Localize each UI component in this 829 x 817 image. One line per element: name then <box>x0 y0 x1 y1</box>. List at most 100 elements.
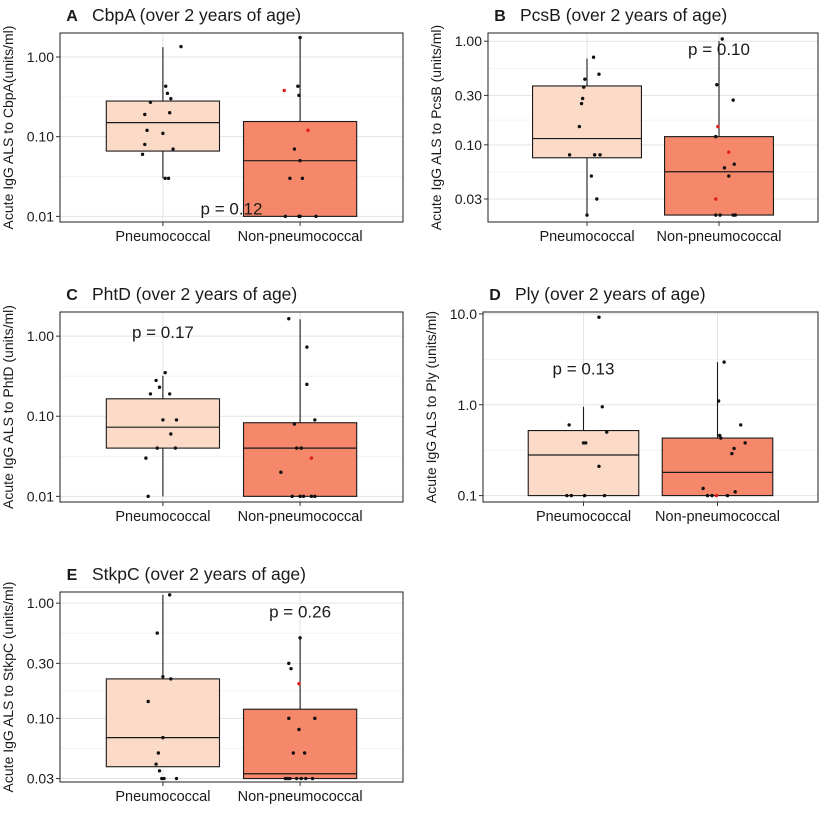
data-point <box>718 433 722 438</box>
y-axis-label: Acute IgG ALS to PhtD (units/ml) <box>0 305 16 509</box>
data-point <box>283 214 288 219</box>
data-point <box>589 174 594 178</box>
data-point <box>718 213 722 217</box>
panel-c: 0.01 0.10 1.00 Pneumococcal Non-pneumococcal… <box>0 284 404 525</box>
box-non-pneumococcal <box>661 437 774 497</box>
data-point <box>165 91 170 96</box>
data-point <box>732 162 736 166</box>
data-point <box>295 776 299 781</box>
box-non-pneumococcal <box>663 136 774 216</box>
chart-title: PhtD (over 2 years of age) <box>92 284 297 304</box>
data-point <box>710 493 714 498</box>
data-point <box>161 418 165 422</box>
box-non-pneumococcal <box>242 120 358 217</box>
data-point <box>167 110 172 115</box>
data-point <box>733 490 737 494</box>
data-point <box>157 769 162 773</box>
data-point <box>714 134 718 139</box>
y-axis-label: Acute IgG ALS to StkpC (units/ml) <box>0 582 16 793</box>
panel-border <box>59 311 404 503</box>
data-point <box>739 423 743 427</box>
y-tick-label: 1.00 <box>455 33 482 49</box>
data-point <box>584 441 588 445</box>
panel-e: 0.03 0.10 0.30 1.00 Pneumococcal Non-pneumoco… <box>0 564 404 805</box>
data-point <box>605 430 609 434</box>
data-point <box>157 385 162 389</box>
data-point <box>162 776 166 781</box>
data-point <box>722 166 727 170</box>
data-point <box>298 494 302 499</box>
data-point <box>146 699 150 704</box>
data-point <box>579 101 584 106</box>
data-point <box>161 674 165 679</box>
panel-border <box>59 591 404 783</box>
data-point <box>169 96 173 101</box>
data-point <box>156 751 161 755</box>
data-point <box>567 423 571 427</box>
data-point <box>148 392 153 396</box>
data-point <box>585 213 589 217</box>
p-value-annotation: p = 0.17 <box>132 323 194 342</box>
data-point <box>289 666 293 671</box>
data-point <box>725 493 730 498</box>
data-point <box>591 55 596 59</box>
data-point <box>701 486 705 491</box>
x-tick-label: Non-pneumococcal <box>238 229 363 245</box>
panel-letter: D <box>489 287 501 304</box>
data-point <box>143 112 147 117</box>
data-point <box>145 128 149 133</box>
data-point <box>727 174 731 178</box>
data-point <box>288 176 292 181</box>
data-point <box>716 399 721 403</box>
data-point <box>583 77 587 81</box>
x-tick-label: Pneumococcal <box>536 509 631 525</box>
x-tick-label: Non-pneumococcal <box>655 509 780 525</box>
x-tick-label: Pneumococcal <box>539 229 634 245</box>
data-point <box>299 776 303 781</box>
data-point <box>173 446 178 450</box>
y-tick-label: 0.30 <box>27 655 54 671</box>
data-point <box>304 776 308 781</box>
y-axis-label: Acute IgG ALS to CbpA(units/ml) <box>0 26 16 230</box>
data-point <box>597 464 601 469</box>
data-point <box>288 776 292 781</box>
data-point <box>155 446 159 450</box>
data-point <box>732 446 736 451</box>
data-point <box>287 661 291 666</box>
data-point <box>305 345 309 349</box>
y-axis-label: Acute IgG ALS to PcsB (units/ml) <box>428 25 444 230</box>
x-tick-label: Pneumococcal <box>115 509 210 525</box>
data-point <box>163 176 167 181</box>
y-tick-label: 1.00 <box>27 49 54 65</box>
data-point <box>155 631 159 635</box>
data-point <box>297 93 301 98</box>
chart-title: PcsB (over 2 years of age) <box>520 5 727 25</box>
x-tick-label: Non-pneumococcal <box>238 509 363 525</box>
data-point <box>305 382 309 387</box>
data-point <box>565 493 569 498</box>
data-point <box>299 446 303 450</box>
data-point <box>567 153 572 157</box>
data-point <box>577 124 582 129</box>
chart-title: CbpA (over 2 years of age) <box>92 5 301 25</box>
data-point <box>164 84 168 88</box>
data-point <box>720 37 724 41</box>
data-point <box>598 153 602 157</box>
data-point <box>171 147 175 151</box>
data-point <box>296 84 300 88</box>
data-point <box>731 98 735 102</box>
y-axis-label: Acute IgG ALS to Ply (units/ml) <box>423 311 439 503</box>
data-point <box>166 176 171 181</box>
data-point <box>169 432 173 436</box>
data-point <box>301 494 306 499</box>
data-point <box>582 85 586 89</box>
data-point <box>582 493 587 498</box>
data-point <box>592 153 597 157</box>
p-value-annotation: p = 0.26 <box>269 602 331 621</box>
p-value-annotation: p = 0.10 <box>688 40 750 59</box>
data-point-red <box>306 128 310 133</box>
data-point-red <box>309 456 314 460</box>
data-point <box>597 315 601 319</box>
chart-title: StkpC (over 2 years of age) <box>92 564 306 584</box>
panel-letter: C <box>66 287 78 304</box>
